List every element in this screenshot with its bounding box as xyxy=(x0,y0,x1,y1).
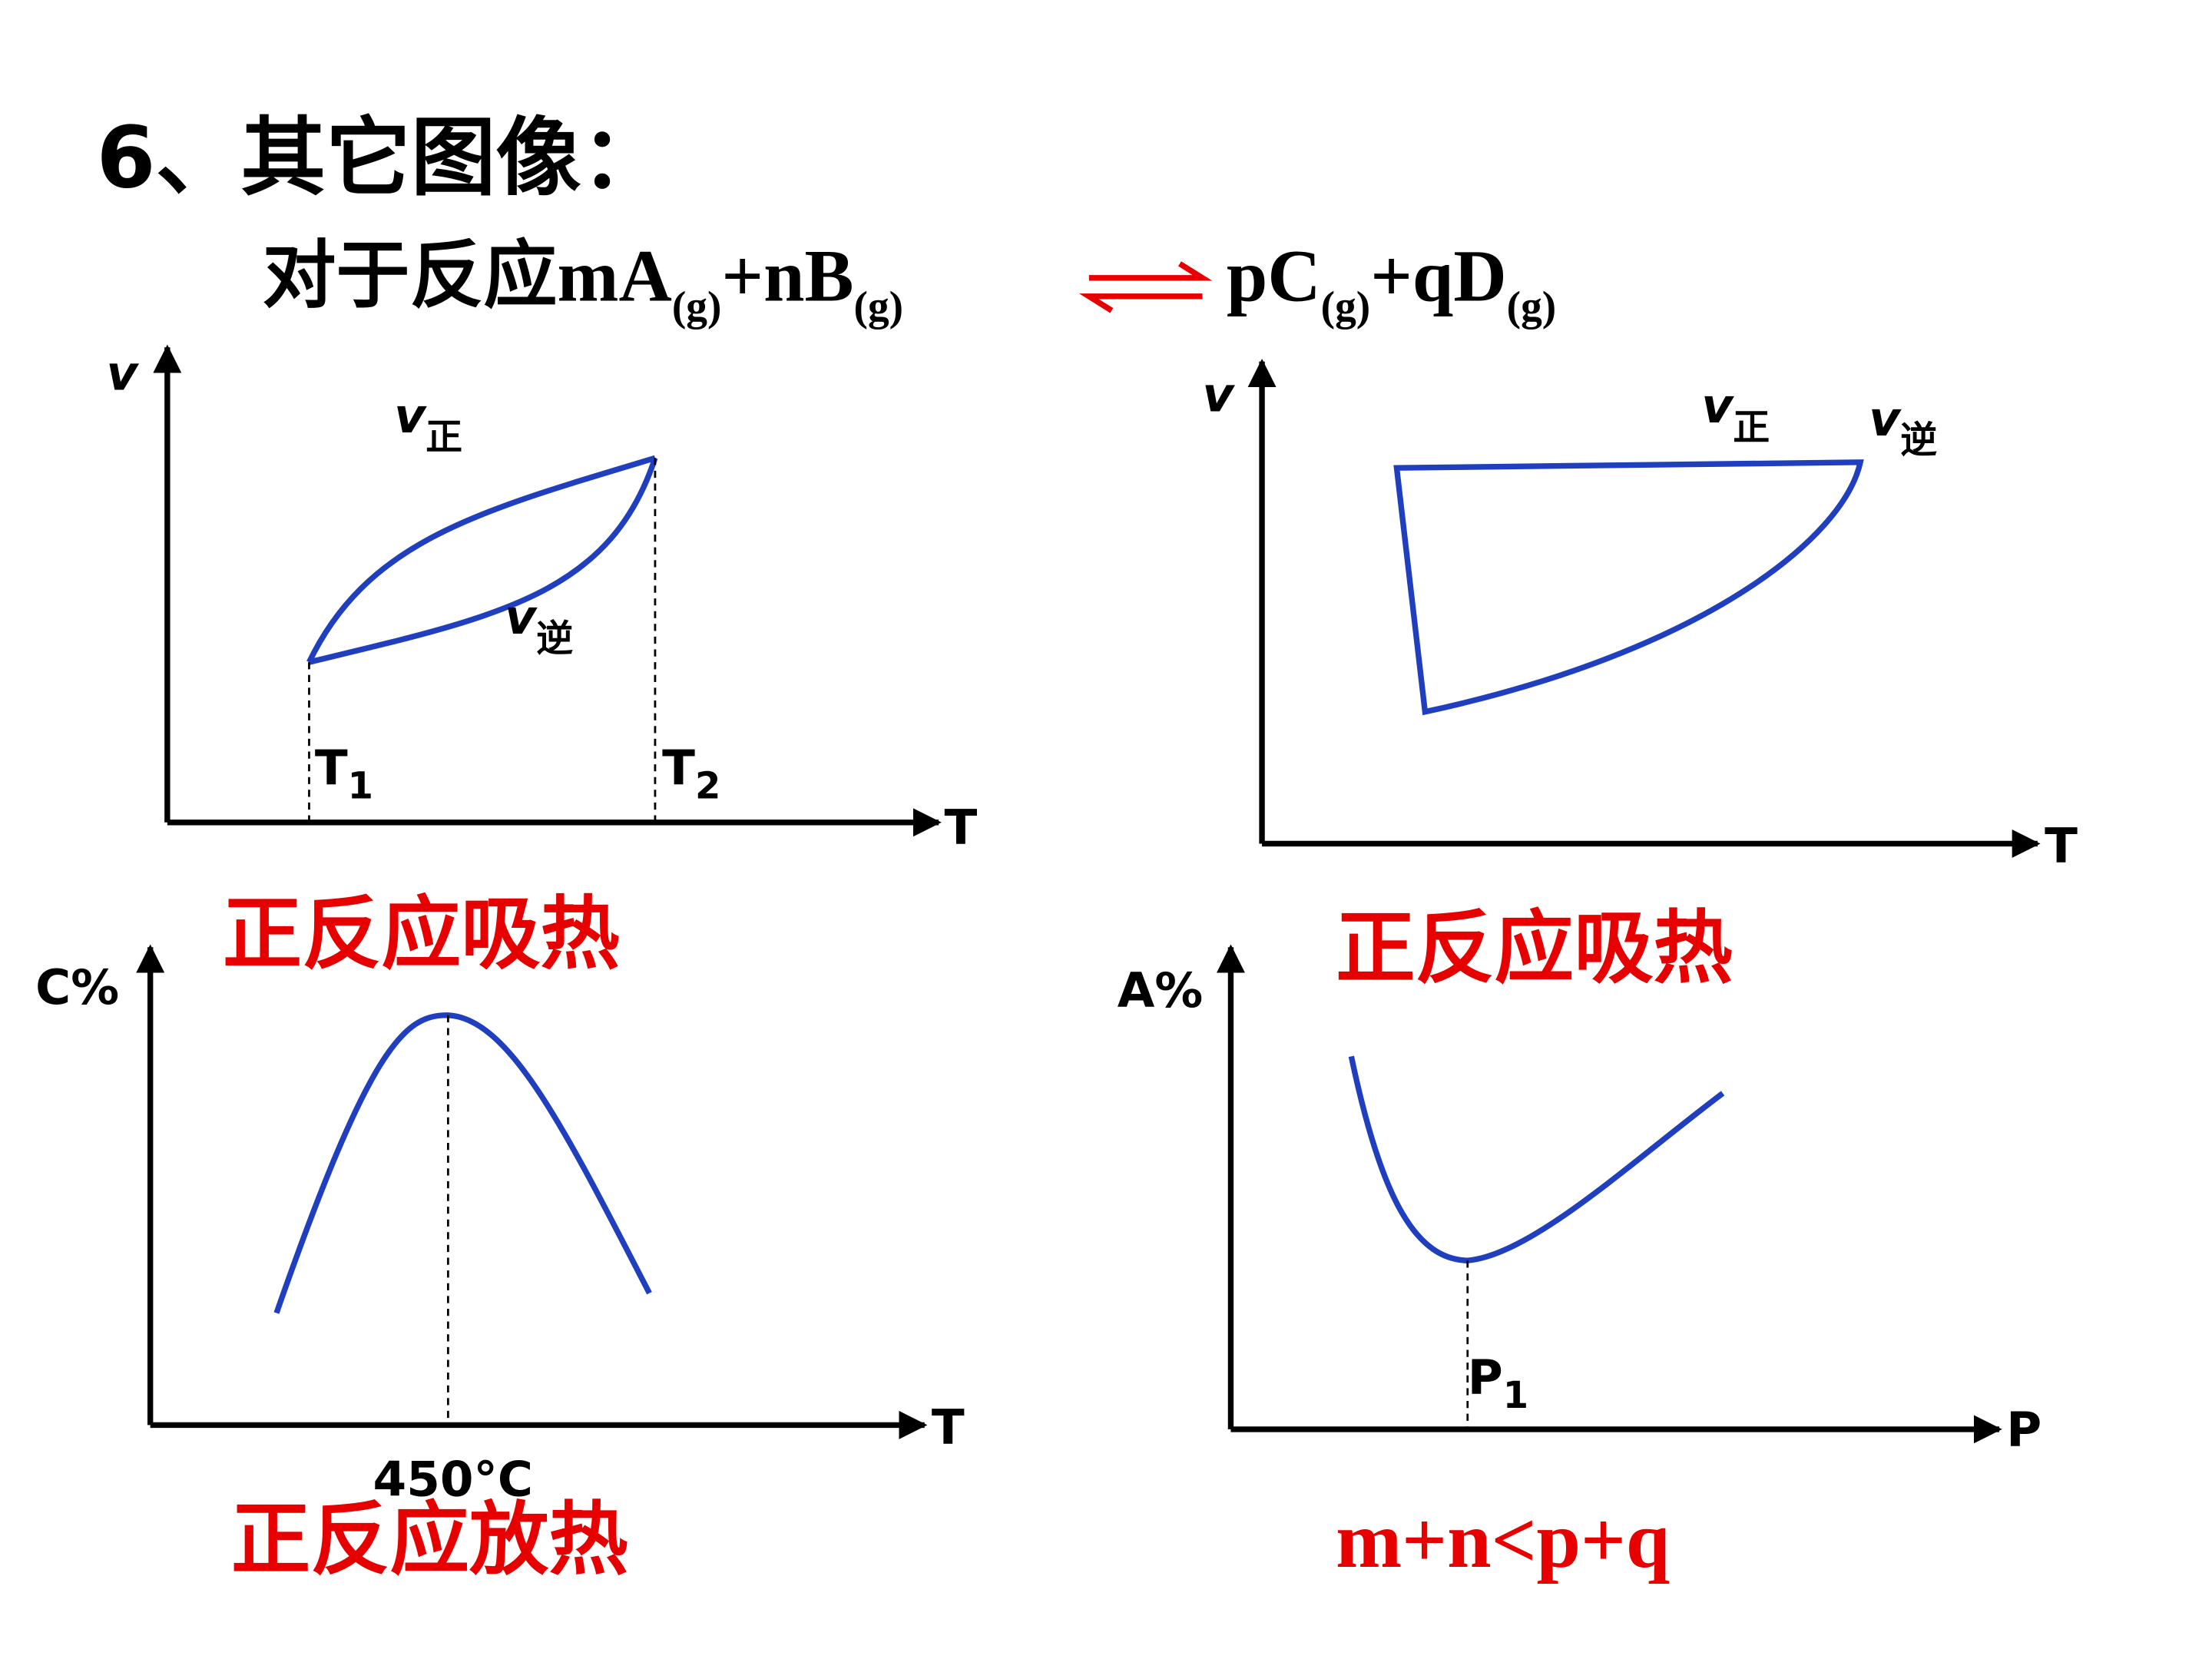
subscript: (g) xyxy=(1507,283,1557,329)
term: pC xyxy=(1227,234,1321,316)
panel: A% P P1 m+n<p+q xyxy=(1118,944,2041,1584)
conclusion: 正反应吸热 xyxy=(223,889,620,981)
equilibrium-arrow xyxy=(1078,261,1213,313)
curve-label: v正 xyxy=(1701,378,1770,449)
panel: v T v正 v逆 T1 T2 正反应吸热 xyxy=(106,344,978,981)
x-axis-label: T xyxy=(2045,817,2078,873)
symbol: 450°C xyxy=(373,1452,533,1508)
subscript: 逆 xyxy=(1900,419,1937,462)
conclusion: m+n<p+q xyxy=(1336,1497,1670,1584)
conclusion: 正反应吸热 xyxy=(1336,902,1733,995)
symbol: v xyxy=(1701,378,1734,434)
reaction-rhs: pC(g)+qD(g) xyxy=(1227,234,1556,329)
curve xyxy=(308,457,658,665)
x-axis-label: P xyxy=(2006,1402,2041,1458)
panel: C% T 450°C 正反应放热 xyxy=(35,944,965,1586)
y-axis-label: v xyxy=(106,346,139,402)
subscript: 逆 xyxy=(536,617,573,660)
term: +qD xyxy=(1370,234,1506,316)
symbol: v xyxy=(505,589,538,645)
curve xyxy=(306,455,656,664)
x-axis-label: T xyxy=(945,799,978,855)
symbol: v xyxy=(1869,391,1902,447)
curve-label: v逆 xyxy=(505,589,573,660)
point-label: T1 xyxy=(315,740,373,807)
symbol: T xyxy=(662,740,695,796)
symbol: T xyxy=(315,740,348,796)
point-label: 450°C xyxy=(373,1452,533,1508)
symbol: P xyxy=(1468,1349,1503,1406)
reaction-lhs: 对于反应mA(g)+nB(g) xyxy=(263,234,904,329)
subscript: (g) xyxy=(854,283,904,329)
point-label: P1 xyxy=(1468,1349,1528,1417)
point-label: T2 xyxy=(662,740,720,807)
subscript: 2 xyxy=(695,764,720,807)
symbol: v xyxy=(394,388,427,444)
subscript: 1 xyxy=(348,764,373,807)
term: +nB xyxy=(721,234,853,316)
curve-label: v正 xyxy=(394,388,462,459)
subscript: 正 xyxy=(426,416,462,459)
y-axis-label: C% xyxy=(35,959,119,1015)
x-axis-label: T xyxy=(932,1399,965,1455)
panel: v T v正 v逆 正反应吸热 xyxy=(1203,359,2078,995)
curve-label: v逆 xyxy=(1869,391,1937,462)
subscript: 1 xyxy=(1503,1374,1528,1417)
conclusion: 正反应放热 xyxy=(231,1494,628,1586)
curve xyxy=(1348,1055,1725,1263)
curve xyxy=(273,1012,652,1314)
subscript: (g) xyxy=(672,283,722,329)
y-axis-label: v xyxy=(1203,366,1236,422)
subscript: (g) xyxy=(1321,283,1371,329)
term: 对于反应mA xyxy=(263,234,672,316)
curve xyxy=(1393,459,1864,716)
title: 6、其它图像： xyxy=(97,109,667,208)
subscript: 正 xyxy=(1733,406,1770,449)
y-axis-label: A% xyxy=(1118,962,1203,1018)
